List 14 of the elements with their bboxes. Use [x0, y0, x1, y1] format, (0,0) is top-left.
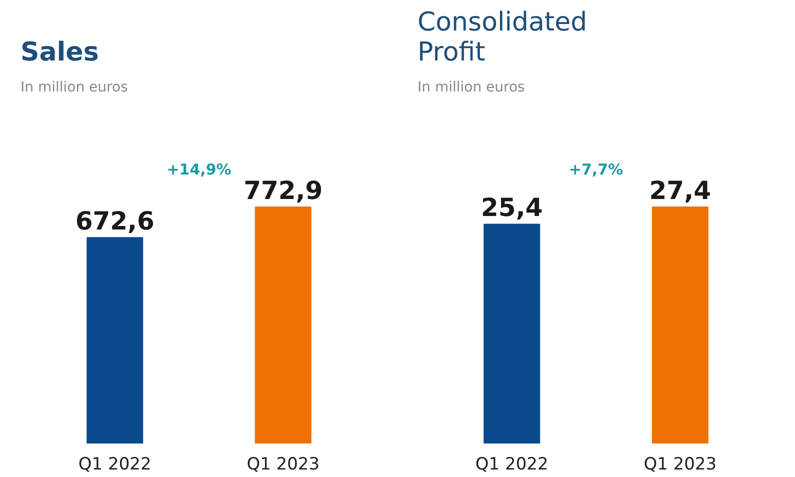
chart-title: Consolidated Profit	[418, 8, 588, 68]
chart-subtitle: In million euros	[20, 80, 128, 96]
x-tick-label: Q1 2022	[78, 454, 152, 474]
data-label: 25,4	[481, 193, 543, 222]
data-label: 27,4	[649, 176, 711, 205]
x-tick-label: Q1 2023	[644, 454, 717, 474]
x-tick-label: Q1 2023	[246, 454, 320, 474]
data-label: 772,9	[244, 176, 323, 205]
text: +7,7%	[568, 160, 624, 179]
chart-subtitle: In million euros	[418, 80, 525, 96]
chart-title: Sales	[20, 38, 99, 68]
data-label: 672,6	[75, 206, 154, 236]
text: +14,9%	[166, 160, 232, 179]
x-tick-label: Q1 2022	[475, 454, 548, 474]
